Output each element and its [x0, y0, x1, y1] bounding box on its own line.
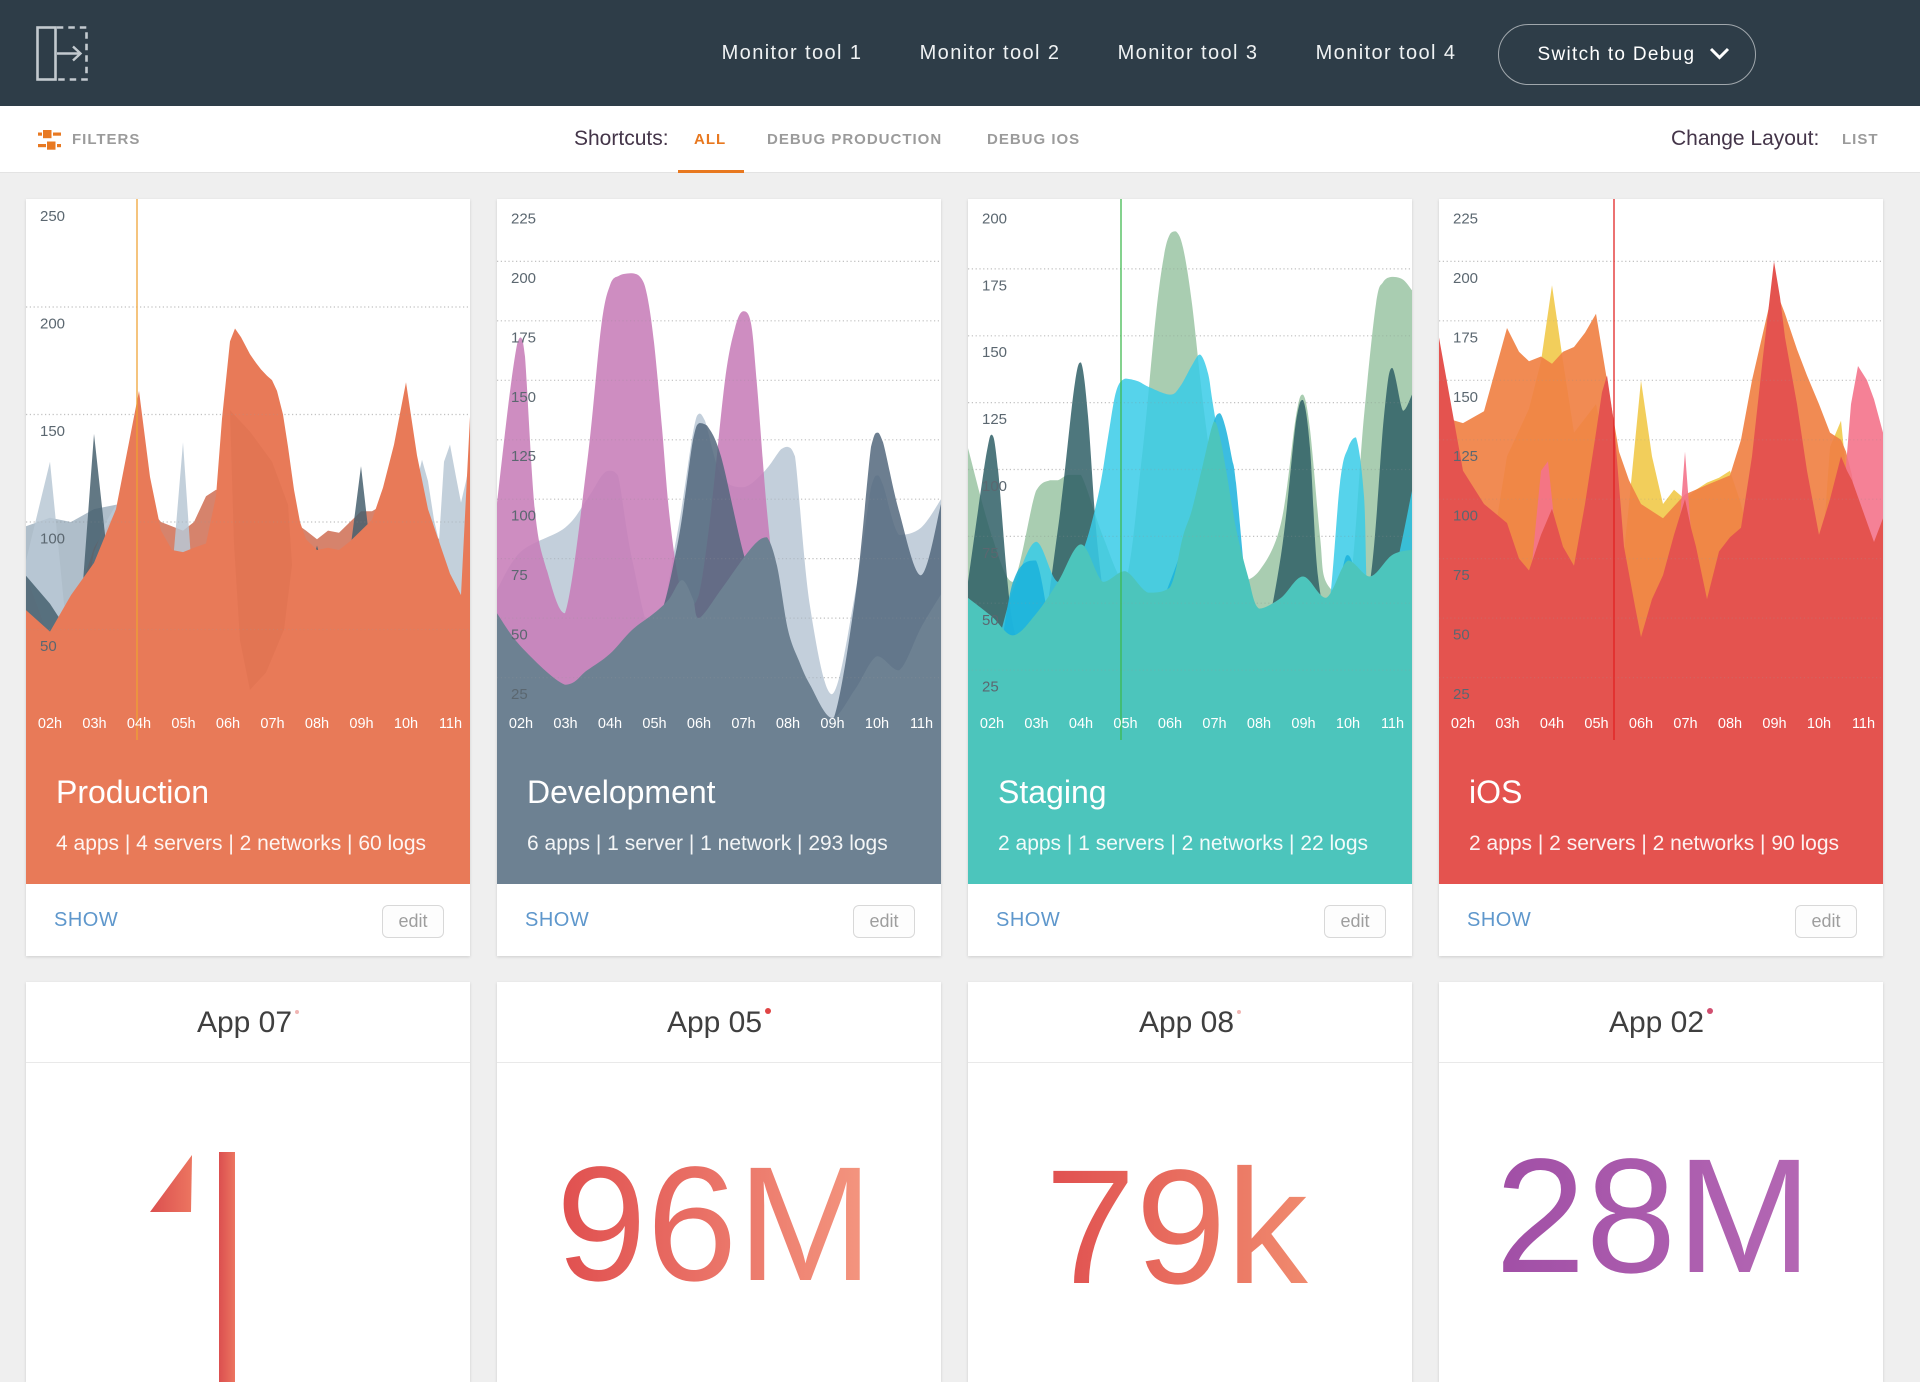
svg-text:11h: 11h — [910, 716, 933, 732]
svg-text:04h: 04h — [598, 716, 622, 732]
svg-text:150: 150 — [511, 389, 536, 406]
svg-text:09h: 09h — [1762, 716, 1786, 732]
svg-text:50: 50 — [982, 612, 999, 629]
svg-text:50: 50 — [40, 638, 57, 655]
svg-text:02h: 02h — [38, 716, 62, 732]
svg-text:04h: 04h — [127, 716, 151, 732]
svg-text:07h: 07h — [731, 716, 755, 732]
svg-text:175: 175 — [982, 277, 1007, 294]
svg-text:04h: 04h — [1540, 716, 1564, 732]
svg-text:06h: 06h — [687, 716, 711, 732]
svg-text:02h: 02h — [1451, 716, 1475, 732]
svg-text:03h: 03h — [553, 716, 577, 732]
svg-text:10h: 10h — [865, 716, 889, 732]
svg-text:02h: 02h — [980, 716, 1004, 732]
svg-text:200: 200 — [40, 316, 65, 333]
svg-text:225: 225 — [1453, 210, 1478, 227]
svg-text:175: 175 — [511, 329, 536, 346]
svg-text:150: 150 — [982, 344, 1007, 361]
svg-text:25: 25 — [511, 686, 528, 703]
svg-text:06h: 06h — [1158, 716, 1182, 732]
svg-text:150: 150 — [40, 423, 65, 440]
svg-text:07h: 07h — [1673, 716, 1697, 732]
svg-text:06h: 06h — [216, 716, 240, 732]
svg-text:08h: 08h — [305, 716, 329, 732]
svg-text:05h: 05h — [1584, 716, 1608, 732]
svg-text:225: 225 — [511, 210, 536, 227]
svg-text:200: 200 — [982, 211, 1007, 228]
svg-text:75: 75 — [982, 545, 999, 562]
svg-text:100: 100 — [511, 508, 536, 525]
svg-text:05h: 05h — [171, 716, 195, 732]
svg-text:05h: 05h — [1113, 716, 1137, 732]
svg-text:175: 175 — [1453, 329, 1478, 346]
svg-text:09h: 09h — [1291, 716, 1315, 732]
svg-text:125: 125 — [1453, 448, 1478, 465]
svg-text:05h: 05h — [642, 716, 666, 732]
svg-text:11h: 11h — [439, 716, 462, 732]
svg-text:06h: 06h — [1629, 716, 1653, 732]
svg-text:50: 50 — [511, 627, 528, 644]
svg-text:03h: 03h — [82, 716, 106, 732]
svg-text:08h: 08h — [1718, 716, 1742, 732]
svg-text:75: 75 — [511, 567, 528, 584]
svg-text:250: 250 — [40, 208, 65, 225]
svg-text:200: 200 — [1453, 270, 1478, 287]
svg-text:04h: 04h — [1069, 716, 1093, 732]
svg-text:150: 150 — [1453, 389, 1478, 406]
svg-text:25: 25 — [982, 679, 999, 696]
svg-text:75: 75 — [1453, 567, 1470, 584]
svg-text:02h: 02h — [509, 716, 533, 732]
svg-text:07h: 07h — [1202, 716, 1226, 732]
svg-text:09h: 09h — [349, 716, 373, 732]
svg-text:50: 50 — [1453, 627, 1470, 644]
svg-text:100: 100 — [982, 478, 1007, 495]
svg-text:09h: 09h — [820, 716, 844, 732]
svg-text:200: 200 — [511, 270, 536, 287]
svg-text:07h: 07h — [260, 716, 284, 732]
svg-text:25: 25 — [1453, 686, 1470, 703]
svg-text:125: 125 — [511, 448, 536, 465]
svg-text:11h: 11h — [1381, 716, 1404, 732]
svg-text:11h: 11h — [1852, 716, 1875, 732]
svg-text:100: 100 — [40, 531, 65, 548]
svg-text:125: 125 — [982, 411, 1007, 428]
svg-text:08h: 08h — [776, 716, 800, 732]
svg-text:10h: 10h — [394, 716, 418, 732]
svg-text:08h: 08h — [1247, 716, 1271, 732]
svg-text:10h: 10h — [1336, 716, 1360, 732]
svg-text:100: 100 — [1453, 508, 1478, 525]
svg-text:03h: 03h — [1024, 716, 1048, 732]
svg-text:10h: 10h — [1807, 716, 1831, 732]
svg-text:03h: 03h — [1495, 716, 1519, 732]
